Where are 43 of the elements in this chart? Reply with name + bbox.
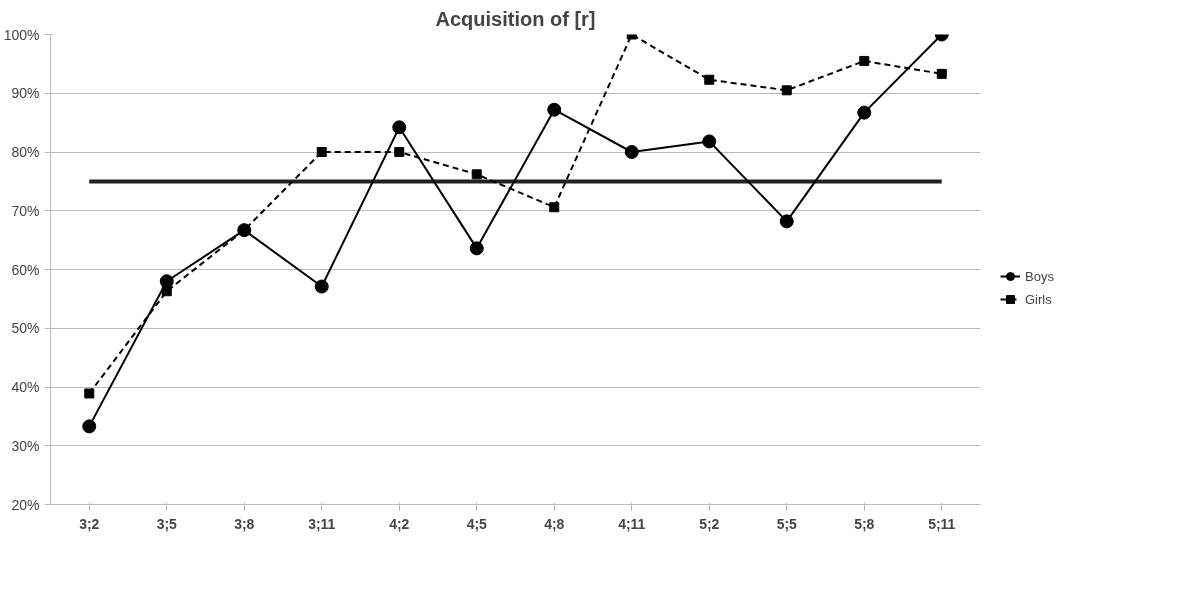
point bbox=[859, 55, 870, 66]
point bbox=[702, 134, 717, 149]
point bbox=[857, 105, 872, 120]
x-tick-label: 3;11 bbox=[308, 515, 336, 532]
point bbox=[704, 74, 715, 85]
point bbox=[84, 388, 95, 399]
x-tick-label: 4;2 bbox=[389, 515, 410, 532]
x-tick-label: 3;8 bbox=[234, 515, 255, 532]
point bbox=[314, 279, 329, 294]
y-tick-label: 50% bbox=[11, 320, 40, 337]
x-tick-label: 5;2 bbox=[699, 515, 720, 532]
y-tick-label: 20% bbox=[11, 496, 40, 513]
y-tick-label: 40% bbox=[11, 379, 40, 395]
y-tick-label: 80% bbox=[11, 144, 40, 160]
point bbox=[547, 102, 562, 117]
x-tick-label: 3;5 bbox=[156, 515, 178, 532]
point bbox=[82, 419, 97, 434]
x-tick-label: 5;5 bbox=[776, 515, 798, 532]
y-tick-label: 30% bbox=[11, 437, 40, 454]
x-tick-label: 4;11 bbox=[618, 515, 646, 532]
y-tick-label: 60% bbox=[11, 261, 40, 278]
point bbox=[469, 241, 484, 256]
legend-label: Boys bbox=[1025, 268, 1054, 284]
y-tick-label: 90% bbox=[11, 85, 40, 102]
point bbox=[624, 145, 639, 159]
point bbox=[316, 147, 327, 157]
x-tick-label: 5;8 bbox=[854, 515, 875, 532]
y-tick-label: 100% bbox=[3, 26, 40, 43]
x-tick-label: 4;5 bbox=[466, 515, 488, 532]
point bbox=[549, 202, 560, 213]
x-tick-label: 4;8 bbox=[544, 515, 565, 532]
point bbox=[471, 169, 482, 180]
point bbox=[392, 120, 407, 135]
x-tick-label: 3;2 bbox=[79, 515, 100, 532]
legend-label: Girls bbox=[1025, 291, 1052, 307]
point bbox=[161, 286, 172, 297]
point bbox=[936, 68, 947, 79]
y-tick-label: 70% bbox=[11, 202, 40, 219]
point bbox=[394, 147, 405, 157]
point bbox=[781, 85, 792, 96]
point bbox=[779, 214, 794, 229]
x-tick-label: 5;11 bbox=[928, 515, 956, 532]
chart-title: Acquisition of [r] bbox=[435, 7, 596, 30]
